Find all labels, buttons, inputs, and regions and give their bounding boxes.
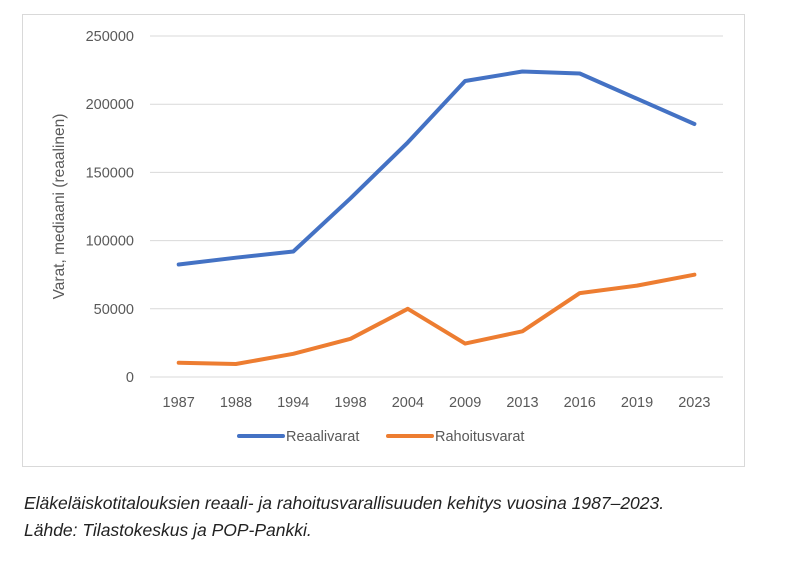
x-tick-label: 1994 xyxy=(277,395,309,411)
series-line-reaalivarat xyxy=(176,69,697,267)
y-tick-label: 50000 xyxy=(94,302,134,318)
legend[interactable]: Reaalivarat Rahoitusvarat xyxy=(237,429,524,445)
x-tick-labels: 1987 1988 1994 1998 2004 2009 2013 2016 2019 2023 xyxy=(163,395,711,411)
legend-item-reaalivarat[interactable]: Reaalivarat xyxy=(237,429,359,445)
y-tick-label: 200000 xyxy=(86,97,134,113)
series-lines xyxy=(176,69,697,366)
gridlines xyxy=(150,35,723,378)
caption-line-2: Lähde: Tilastokeskus ja POP-Pankki. xyxy=(24,520,312,540)
x-tick-label: 1987 xyxy=(163,395,195,411)
series-line-rahoitusvarat xyxy=(176,272,697,366)
chart-frame: 0 50000 100000 150000 200000 250000 1987 1988 1… xyxy=(22,14,745,467)
x-tick-label: 2004 xyxy=(392,395,424,411)
legend-item-rahoitusvarat[interactable]: Rahoitusvarat xyxy=(386,429,524,445)
x-tick-label: 1998 xyxy=(334,395,366,411)
caption-line-1: Eläkeläiskotitalouksien reaali- ja rahoi… xyxy=(24,493,665,513)
x-tick-label: 2019 xyxy=(621,395,653,411)
x-tick-label: 2023 xyxy=(678,395,710,411)
legend-label: Reaalivarat xyxy=(286,429,359,445)
x-tick-label: 2013 xyxy=(506,395,538,411)
y-tick-label: 250000 xyxy=(86,29,134,45)
y-tick-label: 0 xyxy=(126,370,134,386)
x-tick-label: 2016 xyxy=(564,395,596,411)
y-axis-label: Varat, mediaani (reaalinen) xyxy=(51,114,68,300)
y-tick-label: 150000 xyxy=(86,165,134,181)
y-tick-label: 100000 xyxy=(86,234,134,250)
y-tick-labels: 0 50000 100000 150000 200000 250000 xyxy=(86,29,134,386)
figure-caption: Eläkeläiskotitalouksien reaali- ja rahoi… xyxy=(24,490,774,544)
legend-label: Rahoitusvarat xyxy=(435,429,524,445)
x-tick-label: 1988 xyxy=(220,395,252,411)
x-tick-label: 2009 xyxy=(449,395,481,411)
